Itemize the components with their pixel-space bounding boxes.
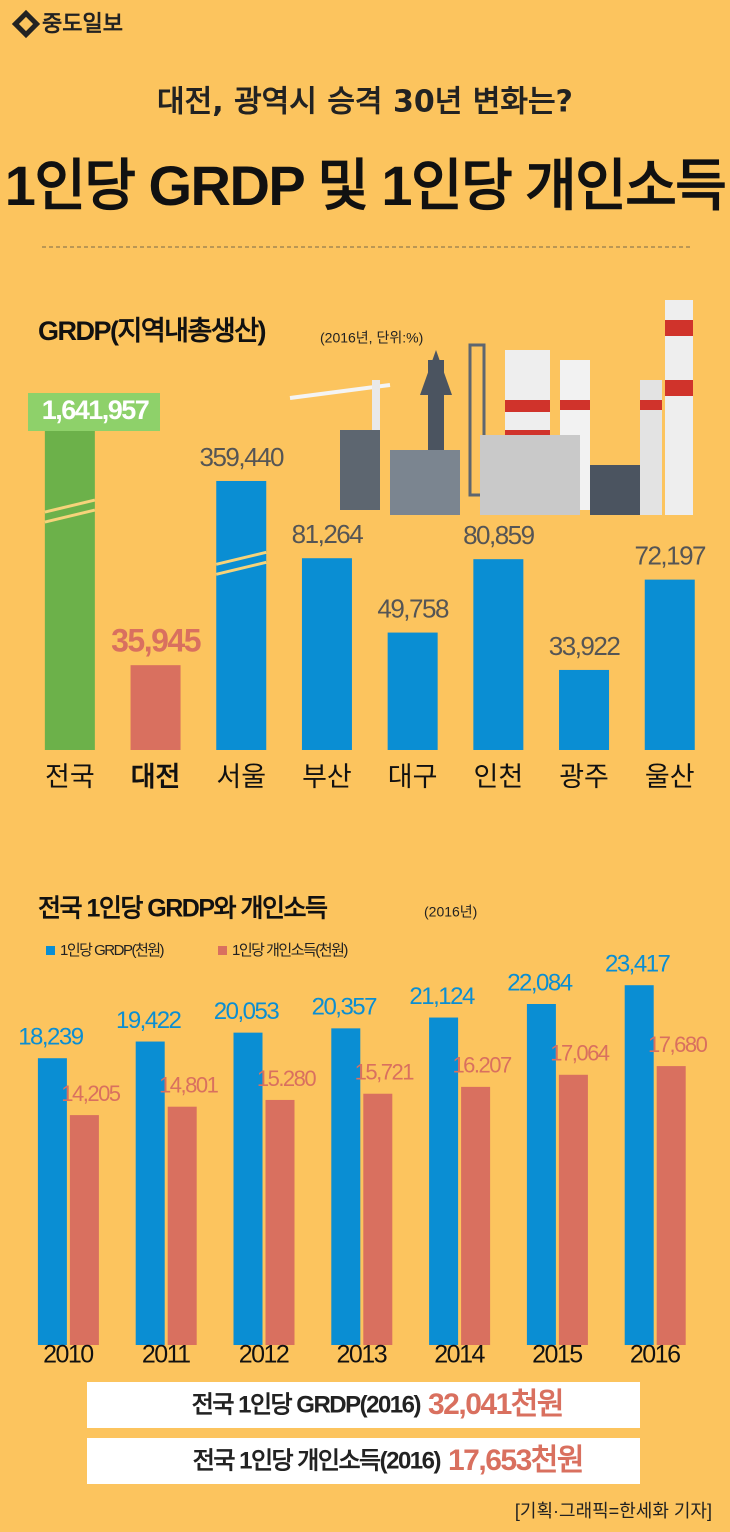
value-label: 22,084 [507, 969, 573, 996]
chart-note: (2016년, 단위:%) [320, 330, 423, 346]
subtitle: 대전, 광역시 승격 30년 변화는? [157, 85, 573, 120]
value-label: 18,239 [18, 1024, 84, 1051]
title: 1인당 GRDP 및 1인당 개인소득 [5, 154, 726, 217]
bar [656, 1066, 686, 1345]
x-tick-label: 2014 [434, 1341, 485, 1369]
factory-illustration [289, 300, 693, 515]
x-tick-label: 2016 [630, 1341, 680, 1369]
bar [363, 1093, 393, 1345]
bar [216, 480, 267, 750]
value-label: 359,440 [200, 442, 285, 472]
logo-icon [11, 9, 41, 39]
value-label: 20,053 [214, 998, 280, 1025]
bar [233, 1032, 263, 1345]
bar [461, 1086, 491, 1345]
bar [135, 1041, 165, 1345]
bar [558, 1074, 588, 1345]
value-label: 1,641,957 [42, 395, 149, 425]
x-tick-label: 대구 [388, 762, 438, 792]
bar [473, 559, 524, 750]
value-label: 16.207 [452, 1053, 512, 1078]
bar [37, 1058, 67, 1345]
label-highlight [28, 393, 160, 431]
value-label: 81,264 [292, 519, 364, 549]
x-tick-label: 부산 [302, 762, 352, 792]
summary-box [87, 1438, 640, 1484]
value-label: 21,124 [409, 983, 475, 1010]
value-label: 14,801 [159, 1073, 219, 1098]
x-tick-label: 대전 [131, 762, 181, 792]
value-label: 49,758 [377, 593, 449, 623]
bar [130, 665, 181, 750]
bar [331, 1028, 361, 1345]
legend-swatch [46, 946, 55, 955]
bar [69, 1115, 99, 1345]
bar [644, 579, 695, 750]
summary-value: 17,653천원 [448, 1444, 583, 1477]
x-tick-label: 2010 [43, 1341, 93, 1369]
chart-title: 전국 1인당 GRDP와 개인소득 [38, 895, 328, 923]
value-label: 23,417 [605, 951, 671, 978]
value-label: 17,064 [550, 1041, 610, 1066]
bar [44, 408, 95, 750]
bar [526, 1004, 556, 1345]
credit: [기획·그래픽=한세화 기자] [515, 1501, 712, 1521]
x-tick-label: 서울 [216, 762, 266, 792]
legend-label: 1인당 GRDP(천원) [60, 942, 165, 959]
bar [301, 558, 352, 750]
bar [387, 632, 438, 750]
value-label: 33,922 [549, 631, 621, 661]
axis-break [215, 560, 267, 576]
bar [167, 1106, 197, 1345]
value-label: 17,680 [648, 1032, 708, 1057]
logo: 중도일보 [42, 11, 123, 36]
bar [265, 1099, 295, 1345]
bar [559, 669, 610, 750]
x-tick-label: 2015 [532, 1341, 582, 1369]
axis-break [44, 508, 96, 524]
value-label: 19,422 [116, 1007, 182, 1034]
x-tick-label: 인천 [474, 762, 524, 792]
x-tick-label: 광주 [559, 762, 609, 792]
legend-label: 1인당 개인소득(천원) [232, 942, 348, 959]
value-label: 72,197 [634, 540, 706, 570]
value-label: 15.280 [257, 1066, 317, 1091]
x-tick-label: 전국 [45, 762, 95, 792]
legend-swatch [218, 946, 227, 955]
x-tick-label: 2013 [336, 1341, 386, 1369]
bar [429, 1017, 459, 1345]
value-label: 20,357 [312, 994, 378, 1021]
summary-box [87, 1382, 640, 1428]
x-tick-label: 울산 [645, 762, 695, 792]
chart-1: 1,641,957 전국 35,945 대전 359,440 서울 81,264 부산 49,7… [28, 393, 708, 792]
axis-break [215, 550, 267, 566]
summary-value: 32,041천원 [428, 1388, 563, 1421]
chart-2: 1인당 GRDP(천원) 18,239 19,422 20,053 20,357 21,1… [18, 942, 709, 1369]
bar [624, 985, 654, 1345]
axis-break [44, 498, 96, 514]
value-label: 15,721 [355, 1060, 415, 1085]
x-tick-label: 2011 [142, 1341, 190, 1369]
summary-label: 전국 1인당 GRDP(2016) [192, 1391, 421, 1418]
value-label: 80,859 [463, 520, 535, 550]
chart-title: GRDP(지역내총생산) [38, 316, 266, 346]
summary-label: 전국 1인당 개인소득(2016) [193, 1447, 441, 1474]
chart-note: (2016년) [424, 904, 477, 920]
value-label: 35,945 [111, 623, 201, 659]
x-tick-label: 2012 [239, 1341, 289, 1369]
value-label: 14,205 [61, 1081, 121, 1106]
